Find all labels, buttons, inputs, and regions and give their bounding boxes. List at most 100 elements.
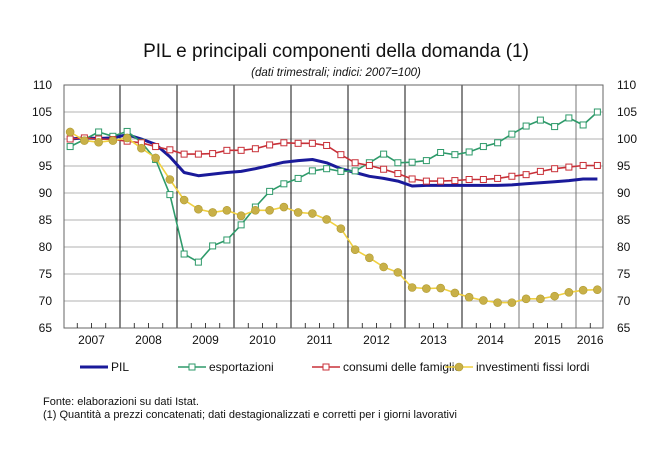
data-point xyxy=(380,150,388,158)
data-point xyxy=(351,167,359,175)
footnote: (1) Quantità a prezzi concatenati; dati … xyxy=(43,409,457,421)
data-point xyxy=(564,288,574,297)
data-point xyxy=(179,195,189,205)
data-point xyxy=(266,141,274,149)
data-point xyxy=(280,139,288,147)
data-point xyxy=(94,137,103,147)
y-tick-label-left: 100 xyxy=(32,132,52,146)
data-point xyxy=(579,161,587,169)
legend-item: consumi delle famiglie xyxy=(312,360,461,374)
data-point xyxy=(180,150,188,158)
data-point xyxy=(265,205,274,215)
data-point xyxy=(323,165,331,173)
data-point xyxy=(279,202,289,212)
x-tick-label: 2008 xyxy=(135,333,162,347)
data-point xyxy=(408,175,416,183)
data-point xyxy=(323,141,331,149)
data-point xyxy=(123,127,131,135)
legend-label: PIL xyxy=(111,360,129,374)
data-point xyxy=(65,127,75,137)
data-point xyxy=(507,298,517,307)
y-tick-label-left: 65 xyxy=(39,321,53,335)
legend-marker xyxy=(454,362,464,372)
data-point xyxy=(522,171,530,179)
data-point xyxy=(536,116,544,124)
data-point xyxy=(522,122,530,130)
data-point xyxy=(222,205,232,215)
x-tick-label: 2016 xyxy=(577,333,604,347)
legend-item: PIL xyxy=(80,360,129,374)
data-point xyxy=(508,130,516,138)
data-point xyxy=(223,146,231,154)
data-point xyxy=(422,157,430,165)
x-tick-label: 2015 xyxy=(534,333,561,347)
series-line-investimenti-fissi-lordi xyxy=(69,131,598,304)
data-point xyxy=(308,139,316,147)
data-point xyxy=(151,153,160,163)
data-point xyxy=(66,135,74,143)
y-tick-label-left: 90 xyxy=(39,186,53,200)
data-point xyxy=(337,151,345,159)
data-point xyxy=(551,165,559,173)
data-point xyxy=(194,150,202,158)
x-tick-label: 2010 xyxy=(249,333,276,347)
data-point xyxy=(152,143,160,151)
data-point xyxy=(408,158,416,166)
data-point xyxy=(209,242,217,250)
data-point xyxy=(308,167,316,175)
data-point xyxy=(422,177,430,185)
data-point xyxy=(180,250,188,258)
data-point xyxy=(266,187,274,195)
data-point xyxy=(108,136,118,145)
x-tick-label: 2014 xyxy=(477,333,504,347)
data-point xyxy=(422,284,431,293)
y-tick-label-right: 100 xyxy=(617,132,637,146)
data-point xyxy=(380,165,388,173)
data-point xyxy=(465,148,473,156)
data-point xyxy=(336,224,346,233)
data-point xyxy=(365,161,373,169)
data-point xyxy=(80,136,89,145)
data-point xyxy=(165,175,175,184)
x-tick-label: 2007 xyxy=(78,333,105,347)
data-point xyxy=(95,128,103,136)
data-point xyxy=(593,108,601,116)
data-point xyxy=(166,146,174,154)
data-point xyxy=(137,143,146,153)
data-point xyxy=(308,209,317,218)
data-point xyxy=(479,176,487,183)
data-point xyxy=(494,139,502,147)
y-tick-label-right: 70 xyxy=(617,294,631,308)
data-point xyxy=(280,180,288,188)
y-tick-label-left: 75 xyxy=(39,267,53,281)
legend-marker xyxy=(322,363,330,371)
series-line-esportazioni xyxy=(69,111,598,263)
series-consumi-delle-famiglie xyxy=(66,134,601,185)
data-point xyxy=(237,146,245,154)
x-tick-label: 2009 xyxy=(192,333,219,347)
x-tick-label: 2013 xyxy=(420,333,447,347)
y-tick-label-left: 95 xyxy=(39,159,53,173)
data-point xyxy=(393,268,403,277)
data-point xyxy=(294,174,302,182)
source-note: Fonte: elaborazioni su dati Istat. xyxy=(43,396,199,408)
data-point xyxy=(209,150,217,158)
plot-frame xyxy=(63,84,604,329)
data-point xyxy=(337,167,345,175)
data-point xyxy=(565,163,573,171)
y-tick-label-left: 85 xyxy=(39,213,53,227)
data-point xyxy=(593,161,601,169)
data-point xyxy=(465,176,473,183)
data-point xyxy=(66,143,74,151)
data-point xyxy=(194,204,203,214)
y-tick-label-right: 85 xyxy=(617,213,631,227)
legend-item: esportazioni xyxy=(178,360,274,374)
data-point xyxy=(236,211,246,220)
series-esportazioni xyxy=(66,108,601,266)
data-point xyxy=(251,205,260,215)
data-point xyxy=(365,253,374,263)
data-point xyxy=(479,296,488,305)
series-investimenti-fissi-lordi xyxy=(65,127,602,307)
